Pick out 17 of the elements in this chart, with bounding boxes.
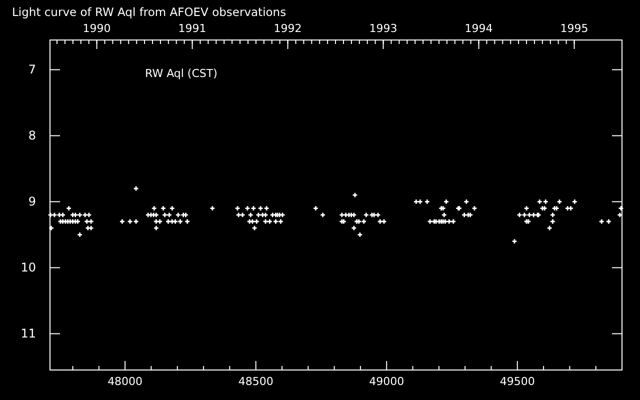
x2-tick-label: 1994 bbox=[464, 22, 493, 35]
x2-tick-label: 1990 bbox=[82, 22, 111, 35]
y-tick-label: 10 bbox=[20, 260, 36, 275]
x-tick-label: 49500 bbox=[500, 375, 535, 388]
x2-tick-label: 1993 bbox=[369, 22, 398, 35]
y-tick-label: 8 bbox=[28, 128, 36, 143]
x-tick-label: 49000 bbox=[369, 375, 404, 388]
x-tick-label: 48000 bbox=[108, 375, 143, 388]
y-tick-label: 7 bbox=[28, 62, 36, 77]
y-tick-label: 11 bbox=[20, 326, 36, 341]
annotation: RW Aql (CST) bbox=[145, 67, 218, 80]
x2-tick-label: 1991 bbox=[178, 22, 206, 35]
y-tick-label: 9 bbox=[28, 194, 36, 209]
x2-tick-label: 1995 bbox=[560, 22, 588, 35]
x2-tick-label: 1992 bbox=[274, 22, 302, 35]
chart-title: Light curve of RW Aql from AFOEV observations bbox=[12, 5, 286, 19]
x-tick-label: 48500 bbox=[238, 375, 274, 388]
